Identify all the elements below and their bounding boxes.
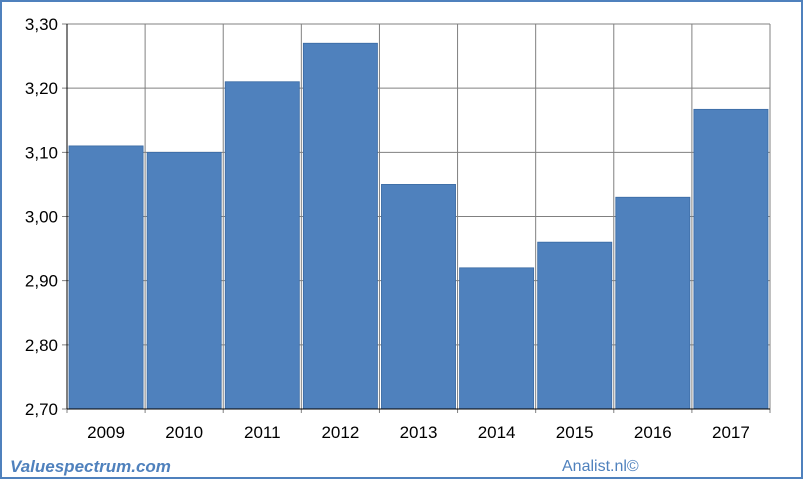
bar-2016 [615,196,691,410]
footer-brand: Valuespectrum.com [10,457,171,476]
x-tick-label: 2012 [321,423,359,442]
bar-2014 [459,267,535,410]
x-tick-label: 2010 [165,423,203,442]
x-tick-label: 2013 [400,423,438,442]
y-tick-label: 3,10 [25,143,58,162]
bar-2010 [146,151,222,410]
bar-2012 [302,42,378,410]
y-tick-label: 2,90 [25,272,58,291]
x-tick-label: 2017 [712,423,750,442]
bar-2015 [537,241,613,410]
bar-2011 [224,81,300,410]
y-tick-label: 3,00 [25,208,58,227]
y-tick-label: 2,80 [25,336,58,355]
y-tick-label: 3,20 [25,79,58,98]
x-tick-label: 2011 [244,423,281,442]
bar-2013 [381,184,456,410]
x-tick-label: 2015 [556,423,594,442]
bar-2009 [68,145,144,410]
footer-credit: Analist.nl© [562,458,639,475]
y-tick-label: 3,30 [25,15,58,34]
x-tick-label: 2009 [87,423,125,442]
y-tick-label: 2,70 [25,400,58,419]
x-tick-label: 2014 [478,423,516,442]
bar-2017 [693,108,769,410]
x-tick-label: 2016 [634,423,672,442]
